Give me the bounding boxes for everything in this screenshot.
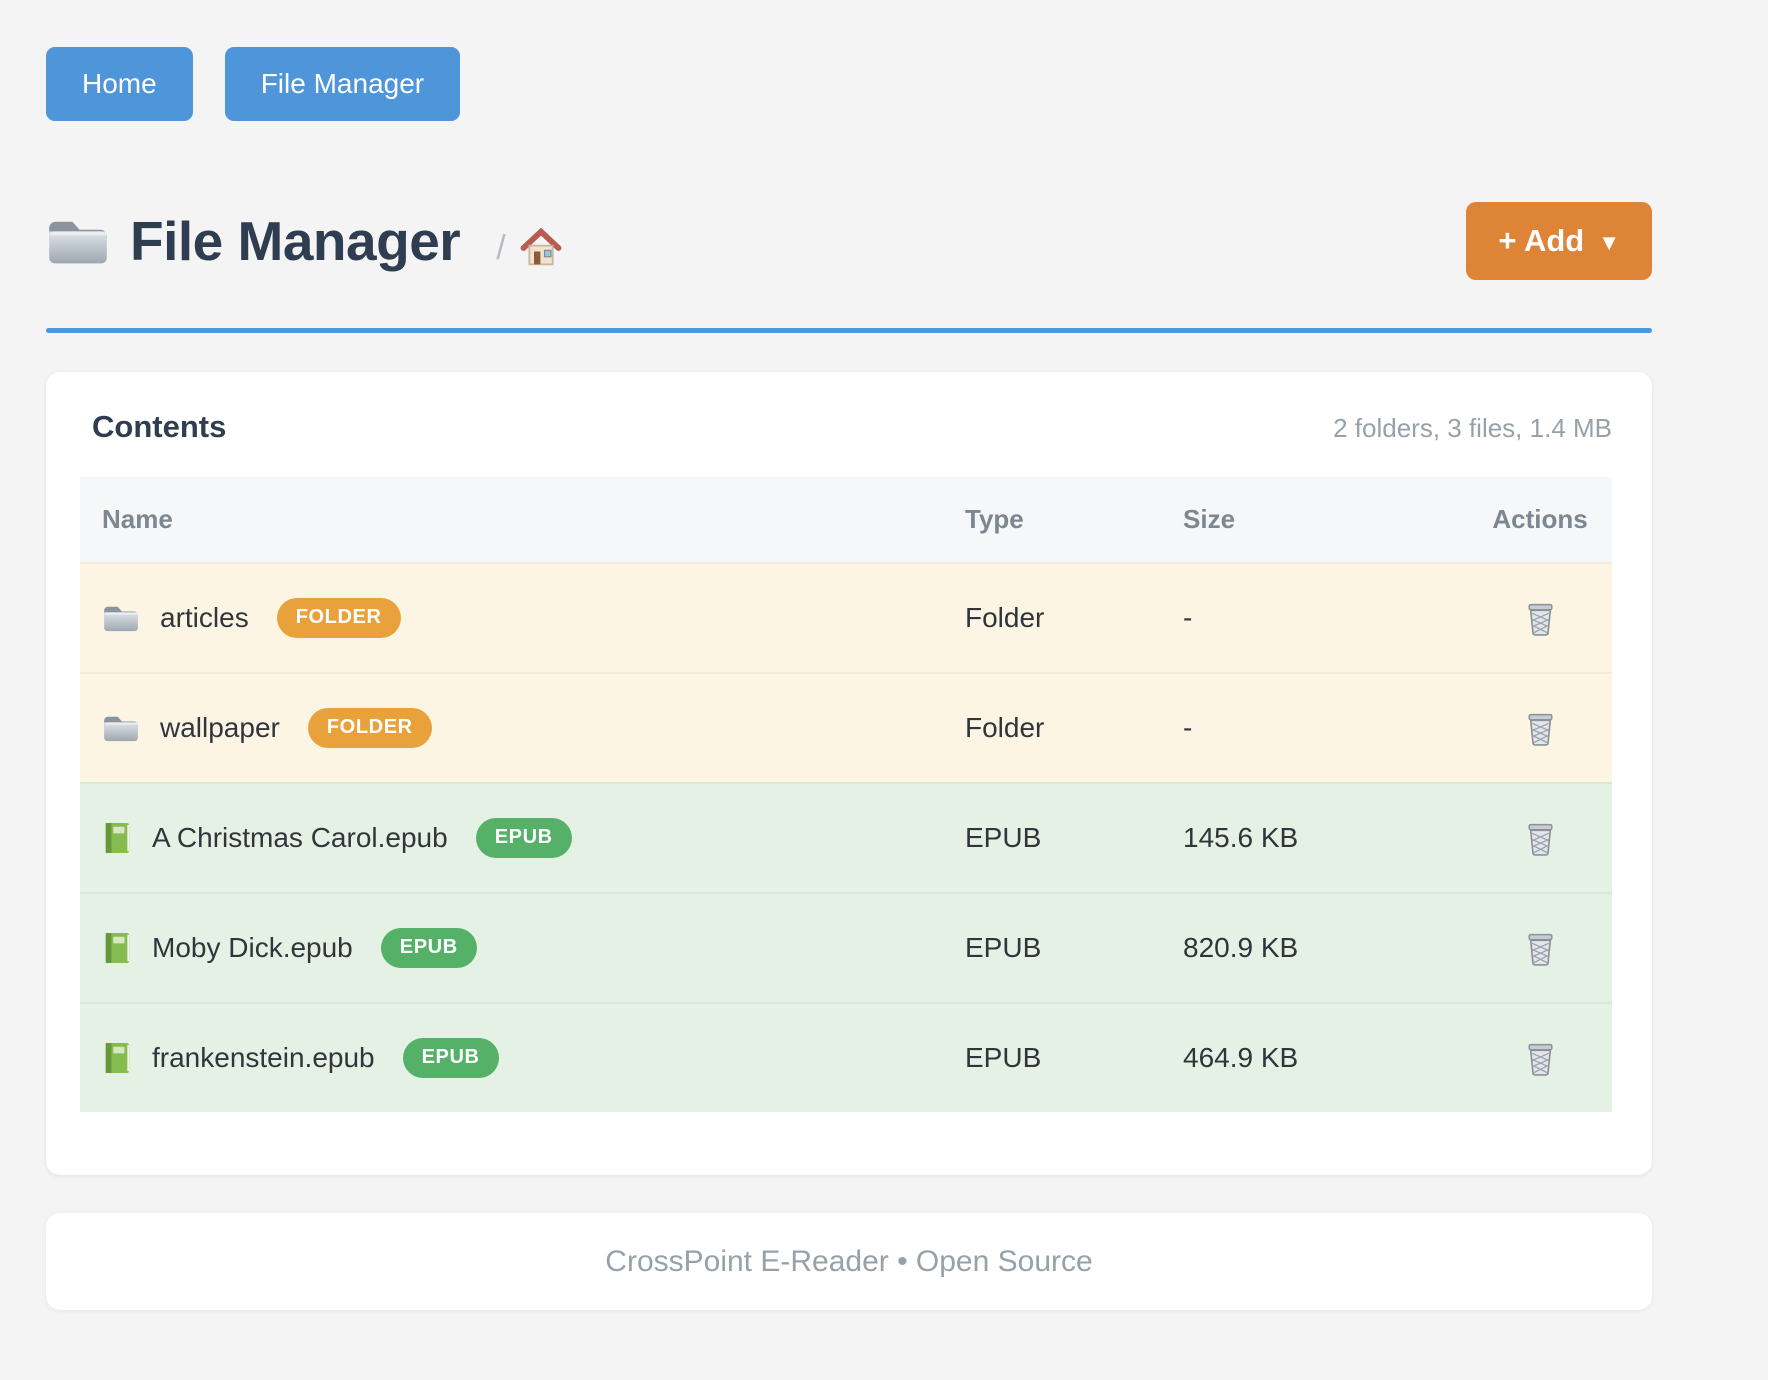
trash-icon: [1525, 711, 1556, 746]
page-title: File Manager: [130, 210, 461, 272]
contents-summary: 2 folders, 3 files, 1.4 MB: [1333, 413, 1612, 443]
top-nav: Home File Manager: [46, 0, 1652, 121]
page: Home File Manager File Manager / + Add ▼…: [46, 0, 1652, 1310]
type-cell: EPUB: [965, 932, 1042, 963]
delete-button[interactable]: [1525, 601, 1556, 636]
type-badge: FOLDER: [276, 598, 401, 638]
home-icon[interactable]: [520, 228, 562, 268]
folder-icon: [102, 713, 140, 743]
delete-button[interactable]: [1525, 821, 1556, 856]
file-name[interactable]: Moby Dick.epub: [152, 932, 353, 963]
book-icon: [102, 1041, 132, 1075]
file-table: Name Type Size Actions articles FOLDER F…: [80, 477, 1612, 1112]
name-cell: A Christmas Carol.epub EPUB: [80, 818, 965, 858]
name-cell: Moby Dick.epub EPUB: [80, 928, 965, 968]
page-header: File Manager / + Add ▼: [46, 201, 1652, 281]
name-cell: frankenstein.epub EPUB: [80, 1038, 965, 1078]
chevron-down-icon: ▼: [1598, 229, 1620, 255]
name-cell: wallpaper FOLDER: [80, 708, 965, 748]
book-icon: [102, 931, 132, 965]
type-badge: EPUB: [402, 1038, 499, 1078]
footer-text: CrossPoint E-Reader • Open Source: [605, 1244, 1093, 1278]
file-name[interactable]: wallpaper: [160, 712, 280, 743]
accent-divider: [46, 328, 1652, 333]
type-badge: EPUB: [475, 818, 572, 858]
table-row: Moby Dick.epub EPUB EPUB 820.9 KB: [80, 892, 1612, 1002]
breadcrumb: /: [496, 214, 561, 268]
contents-heading: Contents: [92, 409, 227, 444]
footer: CrossPoint E-Reader • Open Source: [46, 1213, 1652, 1310]
table-row: wallpaper FOLDER Folder -: [80, 672, 1612, 782]
table-row: articles FOLDER Folder -: [80, 562, 1612, 672]
type-badge: EPUB: [380, 928, 477, 968]
trash-icon: [1525, 1041, 1556, 1076]
type-cell: EPUB: [965, 822, 1042, 853]
table-row: frankenstein.epub EPUB EPUB 464.9 KB: [80, 1002, 1612, 1112]
size-cell: 145.6 KB: [1183, 822, 1299, 853]
file-manager-button[interactable]: File Manager: [224, 47, 461, 121]
trash-icon: [1525, 601, 1556, 636]
delete-button[interactable]: [1525, 711, 1556, 746]
add-button[interactable]: + Add ▼: [1466, 202, 1652, 280]
name-cell: articles FOLDER: [80, 598, 965, 638]
home-button[interactable]: Home: [46, 47, 193, 121]
trash-icon: [1525, 821, 1556, 856]
column-header-type: Type: [965, 504, 1024, 534]
type-cell: Folder: [965, 712, 1045, 743]
size-cell: 820.9 KB: [1183, 932, 1299, 963]
column-header-actions: Actions: [1492, 504, 1588, 534]
size-cell: 464.9 KB: [1183, 1042, 1299, 1073]
file-name[interactable]: frankenstein.epub: [152, 1042, 375, 1073]
table-header: Name Type Size Actions: [80, 477, 1612, 562]
table-row: A Christmas Carol.epub EPUB EPUB 145.6 K…: [80, 782, 1612, 892]
column-header-name: Name: [102, 504, 173, 534]
folder-icon: [102, 603, 140, 633]
breadcrumb-separator: /: [496, 228, 506, 267]
table-body: articles FOLDER Folder - wallpaper FOLDE…: [80, 562, 1612, 1112]
file-name[interactable]: articles: [160, 602, 249, 633]
type-cell: Folder: [965, 602, 1045, 633]
add-button-label: + Add: [1498, 223, 1585, 258]
size-cell: -: [1183, 602, 1193, 633]
folder-icon: [46, 215, 110, 267]
book-icon: [102, 821, 132, 855]
type-cell: EPUB: [965, 1042, 1042, 1073]
size-cell: -: [1183, 712, 1193, 743]
delete-button[interactable]: [1525, 1041, 1556, 1076]
column-header-size: Size: [1183, 504, 1236, 534]
file-name[interactable]: A Christmas Carol.epub: [152, 822, 448, 853]
trash-icon: [1525, 931, 1556, 966]
delete-button[interactable]: [1525, 931, 1556, 966]
type-badge: FOLDER: [307, 708, 432, 748]
contents-card: Contents 2 folders, 3 files, 1.4 MB Name…: [46, 372, 1652, 1175]
